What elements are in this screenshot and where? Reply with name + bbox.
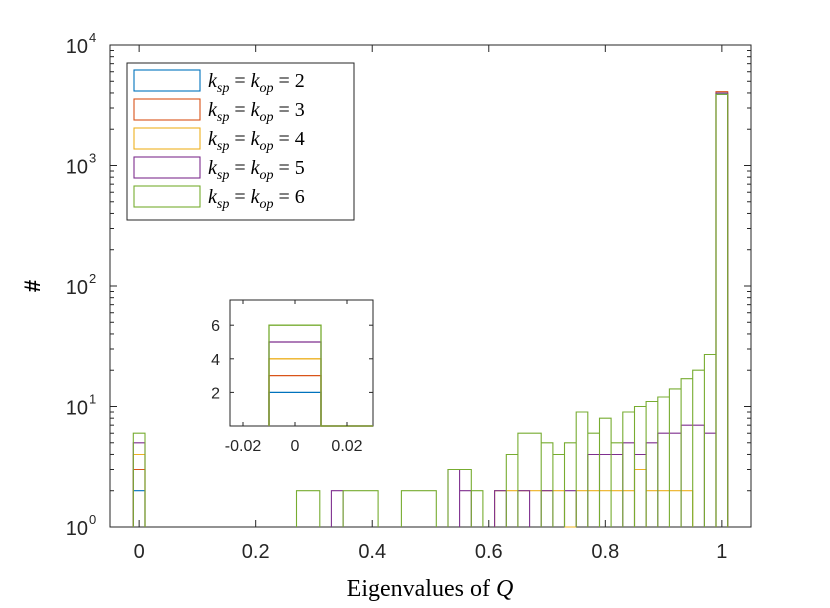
y-axis-label: # (20, 280, 45, 292)
legend: ksp = kop = 2 ksp = kop = 3 ksp = kop = 4 k… (126, 62, 355, 221)
legend-label: ksp = kop = 2 (208, 70, 305, 96)
legend-item-3: ksp = kop = 4 (133, 127, 305, 154)
x-tick-label: 0.4 (358, 541, 386, 563)
inset-y-tick-label: 6 (211, 318, 220, 335)
legend-swatch (133, 98, 201, 121)
legend-items: ksp = kop = 2 ksp = kop = 3 ksp = kop = 4 k… (133, 69, 305, 212)
y-tick-exponent: 0 (89, 512, 96, 527)
y-tick-base: 10 (66, 398, 88, 420)
inset-x-tick-label: -0.02 (225, 438, 262, 455)
y-tick-exponent: 2 (89, 271, 96, 286)
y-tick-base: 10 (66, 36, 88, 58)
legend-label: ksp = kop = 5 (208, 157, 305, 183)
legend-swatch (133, 127, 201, 150)
x-axis-label-text: Eigenvalues of (347, 576, 496, 602)
y-tick-label: 10 4 (66, 30, 96, 58)
legend-item-4: ksp = kop = 5 (133, 156, 305, 183)
series-5-bars (132, 93, 729, 527)
x-tick-labels: 0 0.2 0.4 0.6 0.8 1 (134, 541, 728, 563)
y-tick-base: 10 (66, 277, 88, 299)
legend-label: ksp = kop = 6 (208, 186, 305, 212)
inset-axes-box (229, 299, 374, 427)
inset-axes: -0.02 0 0.02 2 4 6 (211, 299, 374, 455)
x-tick-label: 0.6 (475, 541, 503, 563)
inset-series-5-bar (268, 324, 373, 427)
y-tick-base: 10 (66, 518, 88, 540)
x-tick-label: 0.8 (591, 541, 619, 563)
x-axis-label: Eigenvalues of Q (347, 576, 514, 602)
legend-label: ksp = kop = 4 (208, 128, 305, 154)
y-tick-label: 10 3 (66, 151, 96, 179)
x-tick-label: 0 (134, 541, 145, 563)
inset-ticks-group: -0.02 0 0.02 2 4 6 (211, 300, 373, 455)
legend-swatch (133, 156, 201, 179)
legend-swatch (133, 185, 201, 208)
inset-x-tick-label: 0.02 (331, 438, 362, 455)
y-tick-exponent: 1 (89, 392, 96, 407)
y-tick-exponent: 3 (89, 151, 96, 166)
y-tick-label: 10 2 (66, 271, 96, 299)
legend-item-1: ksp = kop = 2 (133, 69, 305, 96)
legend-item-2: ksp = kop = 3 (133, 98, 305, 125)
legend-label: ksp = kop = 3 (208, 99, 305, 125)
legend-swatch (133, 69, 201, 92)
y-tick-label: 10 1 (66, 392, 96, 420)
y-tick-base: 10 (66, 157, 88, 179)
inset-x-tick-label: 0 (291, 438, 300, 455)
y-tick-label: 10 0 (66, 512, 96, 540)
y-tick-exponent: 4 (89, 30, 96, 45)
legend-box (126, 62, 355, 221)
main-series-group (132, 91, 729, 528)
legend-item-5: ksp = kop = 6 (133, 185, 305, 212)
main-ticks-group (110, 44, 751, 528)
inset-series-group (268, 324, 373, 427)
x-tick-label: 0.2 (242, 541, 270, 563)
inset-y-tick-label: 4 (211, 352, 220, 369)
x-tick-label: 1 (716, 541, 727, 563)
inset-y-tick-label: 2 (211, 385, 220, 402)
x-axis-label-variable: Q (496, 576, 513, 602)
